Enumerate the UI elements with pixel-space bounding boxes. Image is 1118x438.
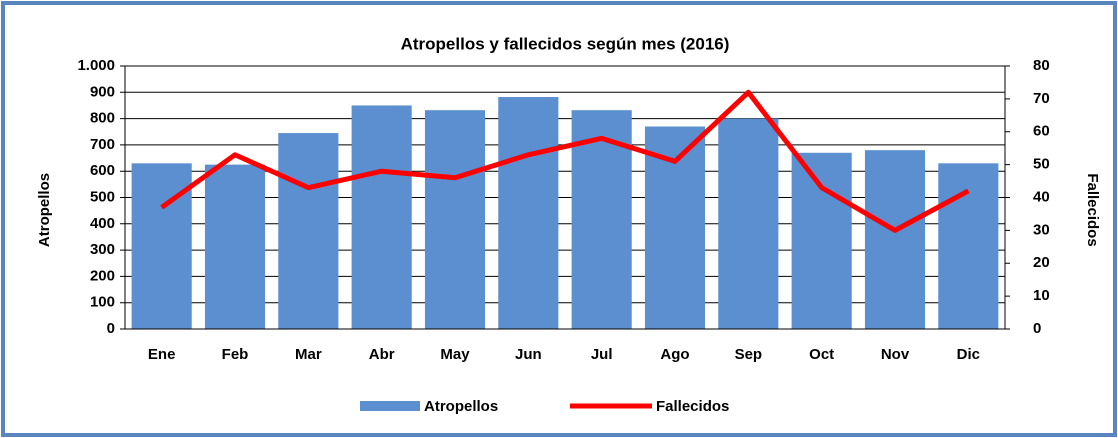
y2-tick-label: 10 — [1033, 287, 1050, 304]
bar — [791, 152, 852, 329]
bar — [938, 163, 999, 329]
x-tick-label: Ene — [148, 346, 176, 363]
y-tick-label: 300 — [90, 241, 115, 258]
line — [160, 89, 970, 233]
x-tick-label: Ago — [660, 346, 689, 363]
bar — [131, 163, 192, 329]
y2-tick-label: 60 — [1033, 123, 1050, 140]
x-tick-label: Oct — [809, 346, 834, 363]
x-tick-label: Jul — [591, 346, 613, 363]
y-tick-label: 200 — [90, 267, 115, 284]
legend-label: Atropellos — [424, 398, 498, 415]
y-tick-label: 900 — [90, 83, 115, 100]
y2-tick-label: 70 — [1033, 90, 1050, 107]
y2-axis-title: Fallecidos — [1084, 173, 1101, 246]
y2-tick-label: 0 — [1033, 320, 1041, 337]
bar — [864, 150, 926, 329]
x-tick-label: Nov — [881, 346, 910, 363]
bar — [351, 105, 412, 329]
legend-swatch — [360, 401, 420, 411]
x-tick-label: May — [440, 346, 470, 363]
y2-tick-label: 40 — [1033, 188, 1050, 205]
y-tick-label: 600 — [90, 162, 115, 179]
x-tick-label: Jun — [515, 346, 542, 363]
bar — [498, 97, 559, 329]
y2-tick-label: 30 — [1033, 221, 1050, 238]
y2-tick-label: 20 — [1033, 254, 1050, 271]
bar — [204, 164, 266, 329]
bar — [278, 133, 339, 329]
y-tick-label: 800 — [90, 110, 115, 127]
legend-label: Fallecidos — [656, 398, 729, 415]
bar — [424, 110, 486, 330]
y2-tick-label: 80 — [1033, 57, 1050, 74]
y-axis-title: Atropellos — [36, 173, 53, 247]
chart-title: Atropellos y fallecidos según mes (2016) — [401, 34, 730, 53]
bar — [718, 118, 779, 329]
y-tick-label: 0 — [107, 320, 115, 337]
x-tick-label: Dic — [957, 346, 980, 363]
x-tick-label: Abr — [369, 346, 395, 363]
x-tick-label: Mar — [295, 346, 322, 363]
y2-tick-label: 50 — [1033, 156, 1050, 173]
y-tick-label: 700 — [90, 136, 115, 153]
x-tick-label: Feb — [222, 346, 249, 363]
y-tick-label: 1.000 — [77, 57, 115, 74]
x-tick-label: Sep — [735, 346, 763, 363]
y-tick-label: 100 — [90, 294, 115, 311]
y-tick-label: 500 — [90, 188, 115, 205]
y-tick-label: 400 — [90, 215, 115, 232]
